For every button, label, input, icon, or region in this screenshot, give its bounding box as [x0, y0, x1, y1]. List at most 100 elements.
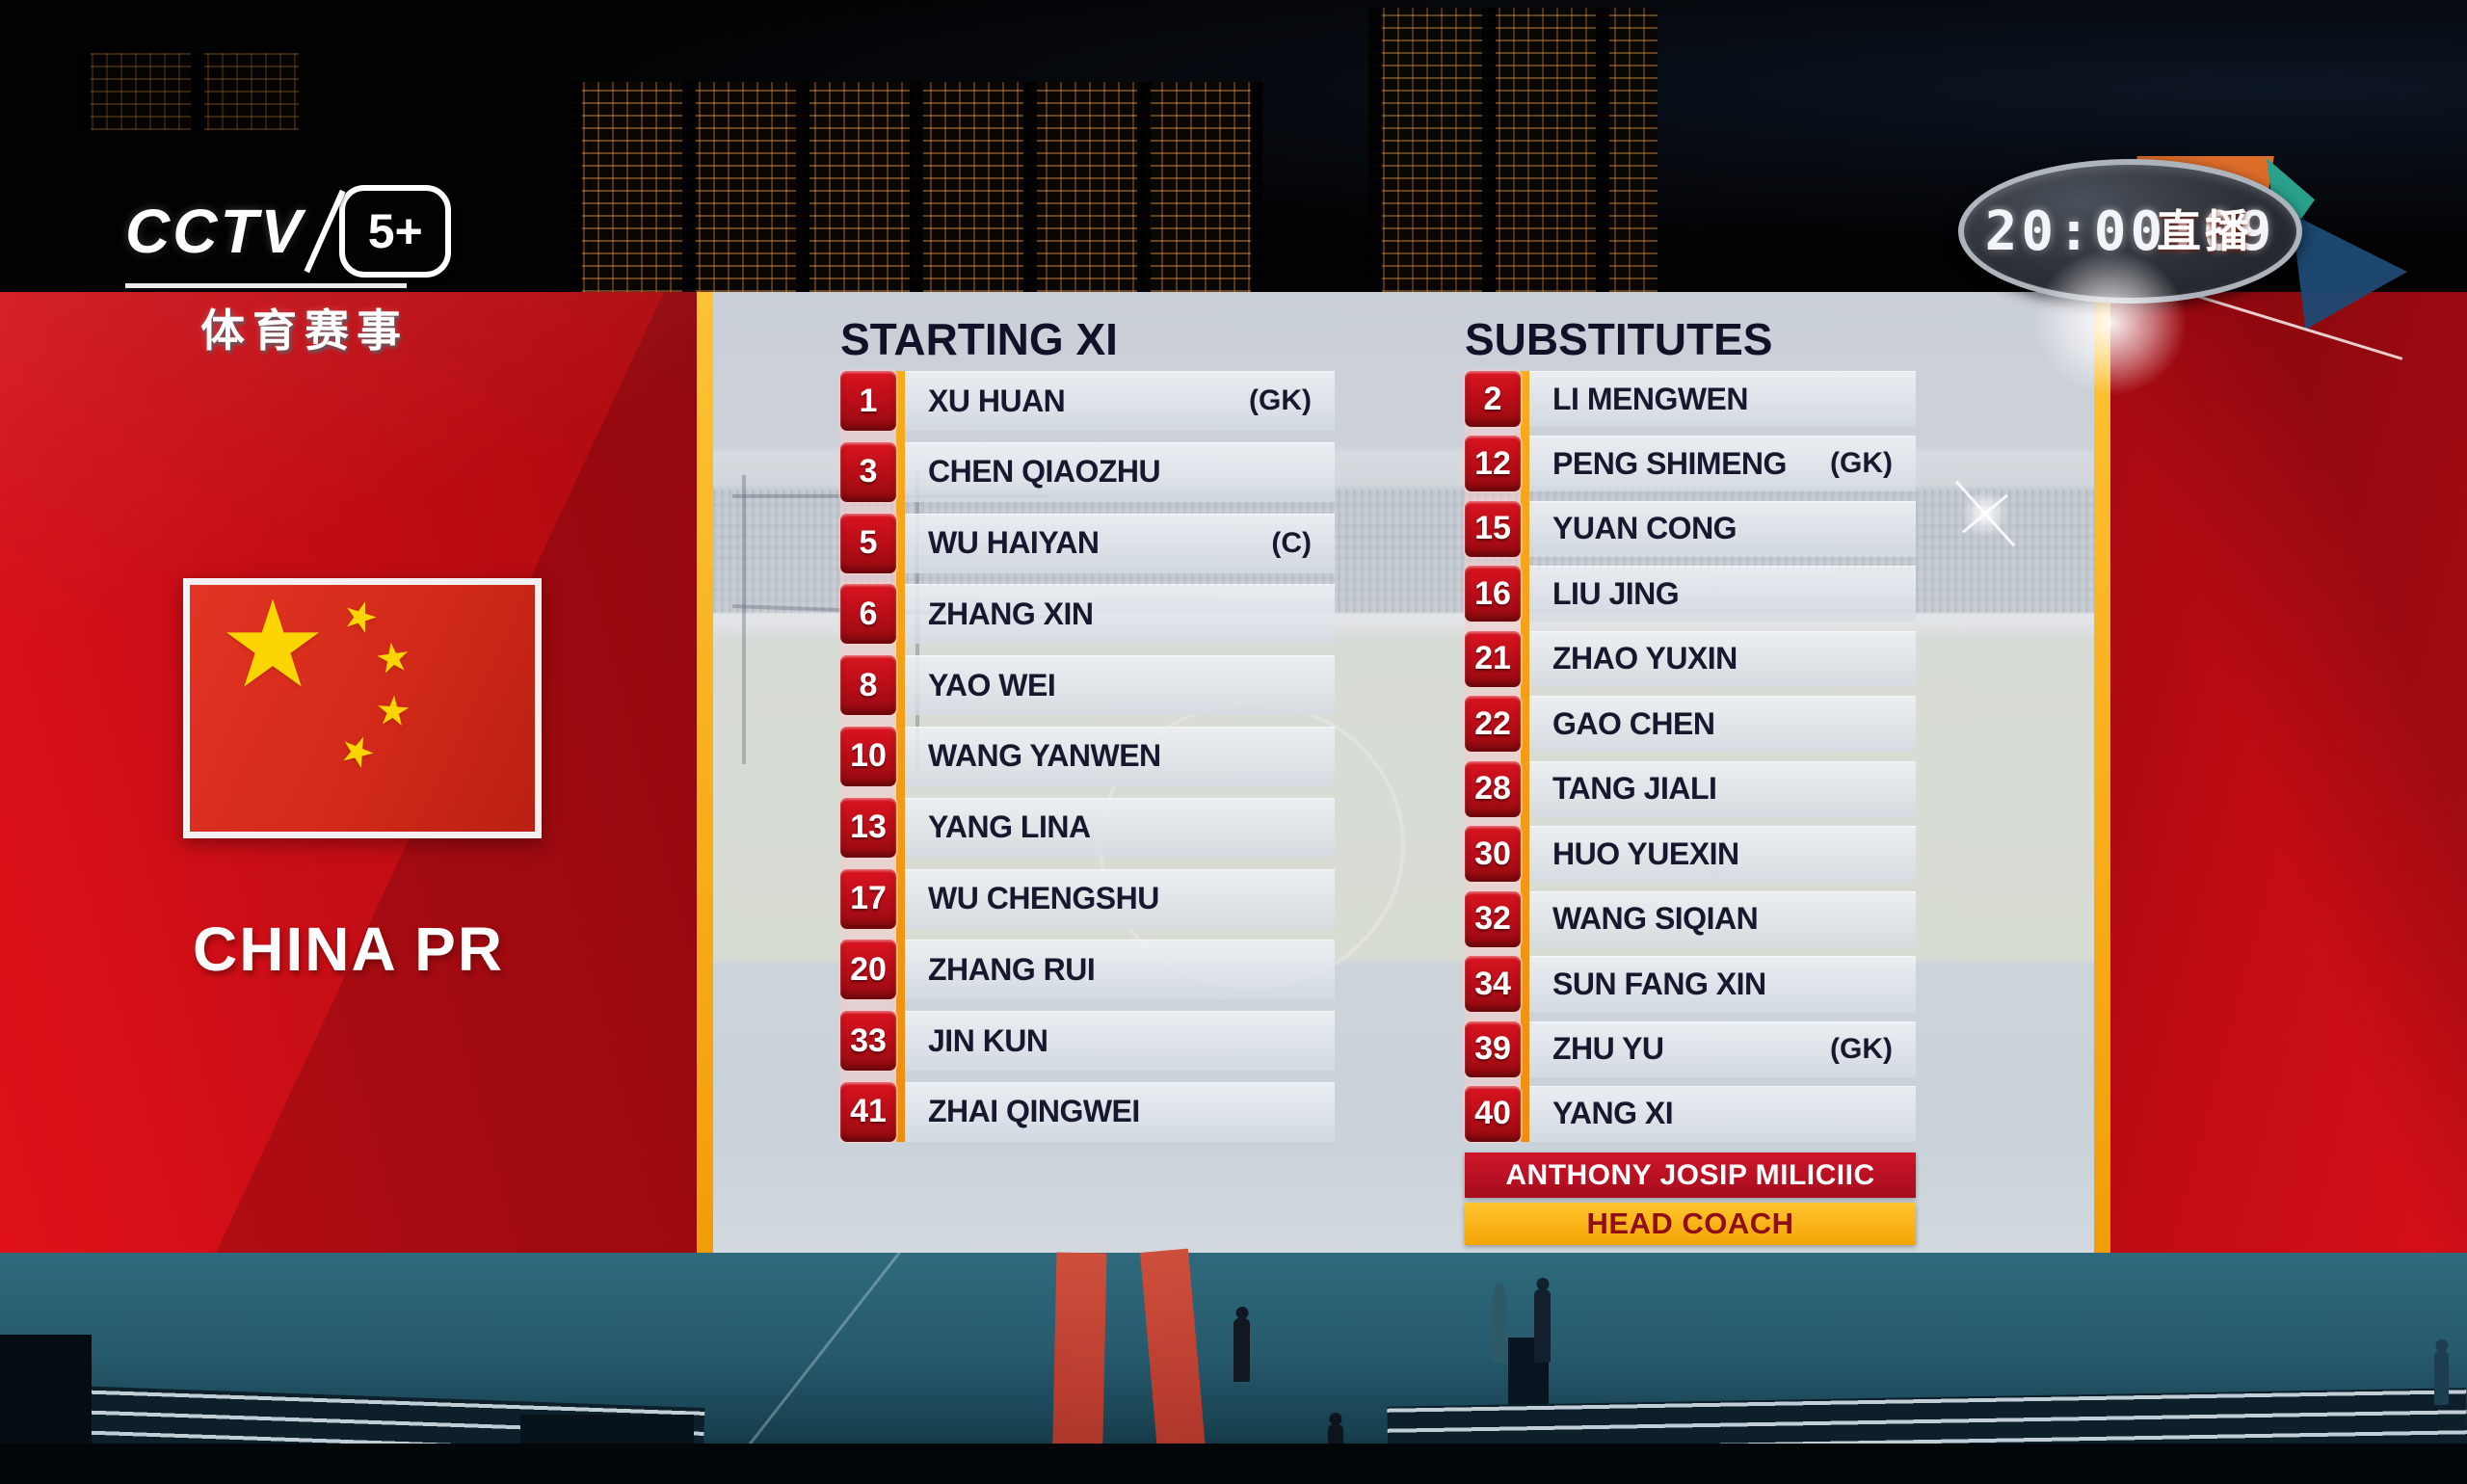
player-name: YANG XI [1552, 1096, 1674, 1131]
badge-column-background [1465, 371, 1521, 1142]
player-number: 21 [1474, 640, 1511, 677]
player-row-background: GAO CHEN [1529, 696, 1916, 753]
player-row-background: ZHANG XIN [905, 584, 1335, 645]
player-row: 5 WU HAIYAN (C) [840, 513, 1335, 573]
channel-number: 5+ [367, 204, 423, 258]
building-silhouette [1368, 8, 1658, 292]
player-number: 39 [1474, 1030, 1511, 1068]
player-number-badge: 8 [840, 655, 896, 716]
player-row-background: WANG SIQIAN [1529, 890, 1916, 947]
starting-xi-rows: 1 XU HUAN (GK) 3 CHEN QIAOZHU [840, 371, 1335, 1142]
player-number: 34 [1474, 965, 1511, 1002]
broadcast-clock-group: 直播 20:00:09 [1927, 116, 2467, 434]
player-role: (GK) [1830, 1032, 1893, 1065]
player-number-badge: 2 [1465, 371, 1521, 427]
player-number: 1 [859, 382, 878, 419]
player-row-background: CHEN QIAOZHU [905, 441, 1335, 502]
player-row-background: HUO YUEXIN [1529, 826, 1916, 883]
player-row: 21 ZHAO YUXIN [1465, 630, 1916, 687]
cctv-wordmark: CCTV [125, 197, 305, 266]
lens-flare [1951, 480, 2019, 547]
player-number-badge: 40 [1465, 1085, 1521, 1142]
building-silhouette [569, 82, 1262, 292]
player-number-badge: 22 [1465, 696, 1521, 753]
player-row-background: PENG SHIMENG (GK) [1529, 436, 1916, 492]
player-number-badge: 10 [840, 726, 896, 786]
player-number: 33 [850, 1021, 887, 1059]
flag-small-star: ★ [335, 589, 385, 644]
player-row-background: ZHAI QINGWEI [905, 1081, 1335, 1142]
player-number-badge: 5 [840, 513, 896, 573]
player-number: 8 [859, 666, 878, 703]
player-name: HUO YUEXIN [1552, 835, 1739, 871]
player-number-badge: 34 [1465, 956, 1521, 1013]
player-row: 16 LIU JING [1465, 566, 1916, 623]
player-role: (GK) [1249, 384, 1312, 416]
player-row-background: JIN KUN [905, 1011, 1335, 1072]
team-name: CHINA PR [193, 914, 504, 984]
player-row: 20 ZHANG RUI [840, 940, 1335, 1000]
night-sky-background [0, 0, 2467, 292]
player-number-badge: 6 [840, 584, 896, 645]
player-number-badge: 30 [1465, 826, 1521, 883]
player-name: YAO WEI [928, 667, 1056, 702]
yellow-divider-right [2094, 292, 2110, 1253]
player-name: SUN FANG XIN [1552, 966, 1766, 1001]
light-glare [2004, 222, 2216, 424]
player-row-background: SUN FANG XIN [1529, 956, 1916, 1013]
player-number-badge: 41 [840, 1081, 896, 1142]
substitutes-title: SUBSTITUTES [1465, 314, 1773, 364]
player-row: 41 ZHAI QINGWEI [840, 1081, 1335, 1142]
player-row: 3 CHEN QIAOZHU [840, 441, 1335, 502]
player-name: YUAN CONG [1552, 511, 1738, 546]
player-number: 12 [1474, 444, 1511, 482]
stadium-floor [0, 1241, 2467, 1484]
player-number-badge: 17 [840, 868, 896, 929]
player-row-background: YANG LINA [905, 797, 1335, 858]
player-role: (C) [1271, 526, 1312, 559]
person-silhouette [1234, 1318, 1250, 1382]
channel-number-badge: 5+ [339, 185, 452, 278]
player-row: 10 WANG YANWEN [840, 726, 1335, 786]
player-number: 28 [1474, 770, 1511, 808]
player-row: 33 JIN KUN [840, 1011, 1335, 1072]
player-row: 12 PENG SHIMENG (GK) [1465, 436, 1916, 492]
player-row-background: YUAN CONG [1529, 500, 1916, 557]
china-flag: ★ ★ ★ ★ ★ [183, 578, 542, 838]
player-number-badge: 21 [1465, 630, 1521, 687]
player-row-background: TANG JIALI [1529, 760, 1916, 817]
player-number: 22 [1474, 704, 1511, 742]
coach-block: ANTHONY JOSIP MILICIIC HEAD COACH [1465, 1153, 1916, 1245]
player-row: 2 LI MENGWEN [1465, 371, 1916, 427]
person-silhouette [2434, 1351, 2449, 1405]
player-name: GAO CHEN [1552, 705, 1715, 741]
bottom-dark-band [0, 1444, 2467, 1484]
player-row: 39 ZHU YU (GK) [1465, 1020, 1916, 1077]
player-name: YANG LINA [928, 809, 1091, 845]
flag-small-star: ★ [373, 686, 413, 735]
player-row: 15 YUAN CONG [1465, 500, 1916, 557]
goal-structure [742, 475, 746, 764]
player-name: TANG JIALI [1552, 771, 1717, 807]
player-row: 13 YANG LINA [840, 797, 1335, 858]
player-row: 6 ZHANG XIN [840, 584, 1335, 645]
player-number: 15 [1474, 510, 1511, 547]
player-row: 22 GAO CHEN [1465, 696, 1916, 753]
player-row: 30 HUO YUEXIN [1465, 826, 1916, 883]
player-number-badge: 20 [840, 940, 896, 1000]
player-number: 32 [1474, 900, 1511, 938]
player-number: 3 [859, 453, 878, 490]
live-badge-label: 直播 [2157, 206, 2253, 256]
player-name: ZHANG XIN [928, 596, 1094, 631]
channel-logo: CCTV 5+ 体育赛事 [125, 185, 452, 359]
player-number: 17 [850, 880, 887, 917]
badge-accent-strip [896, 371, 905, 1142]
player-number: 20 [850, 950, 887, 988]
starting-xi-title: STARTING XI [840, 314, 1118, 364]
player-number-badge: 28 [1465, 760, 1521, 817]
logo-underline [125, 283, 407, 288]
player-row: 34 SUN FANG XIN [1465, 956, 1916, 1013]
player-number: 16 [1474, 574, 1511, 612]
person-silhouette [1534, 1289, 1551, 1363]
